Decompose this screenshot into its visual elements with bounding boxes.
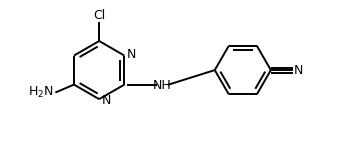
- Text: N: N: [294, 64, 303, 77]
- Text: N: N: [127, 48, 136, 61]
- Text: H$_2$N: H$_2$N: [28, 85, 53, 100]
- Text: Cl: Cl: [93, 9, 105, 21]
- Text: N: N: [102, 94, 111, 107]
- Text: NH: NH: [153, 80, 172, 92]
